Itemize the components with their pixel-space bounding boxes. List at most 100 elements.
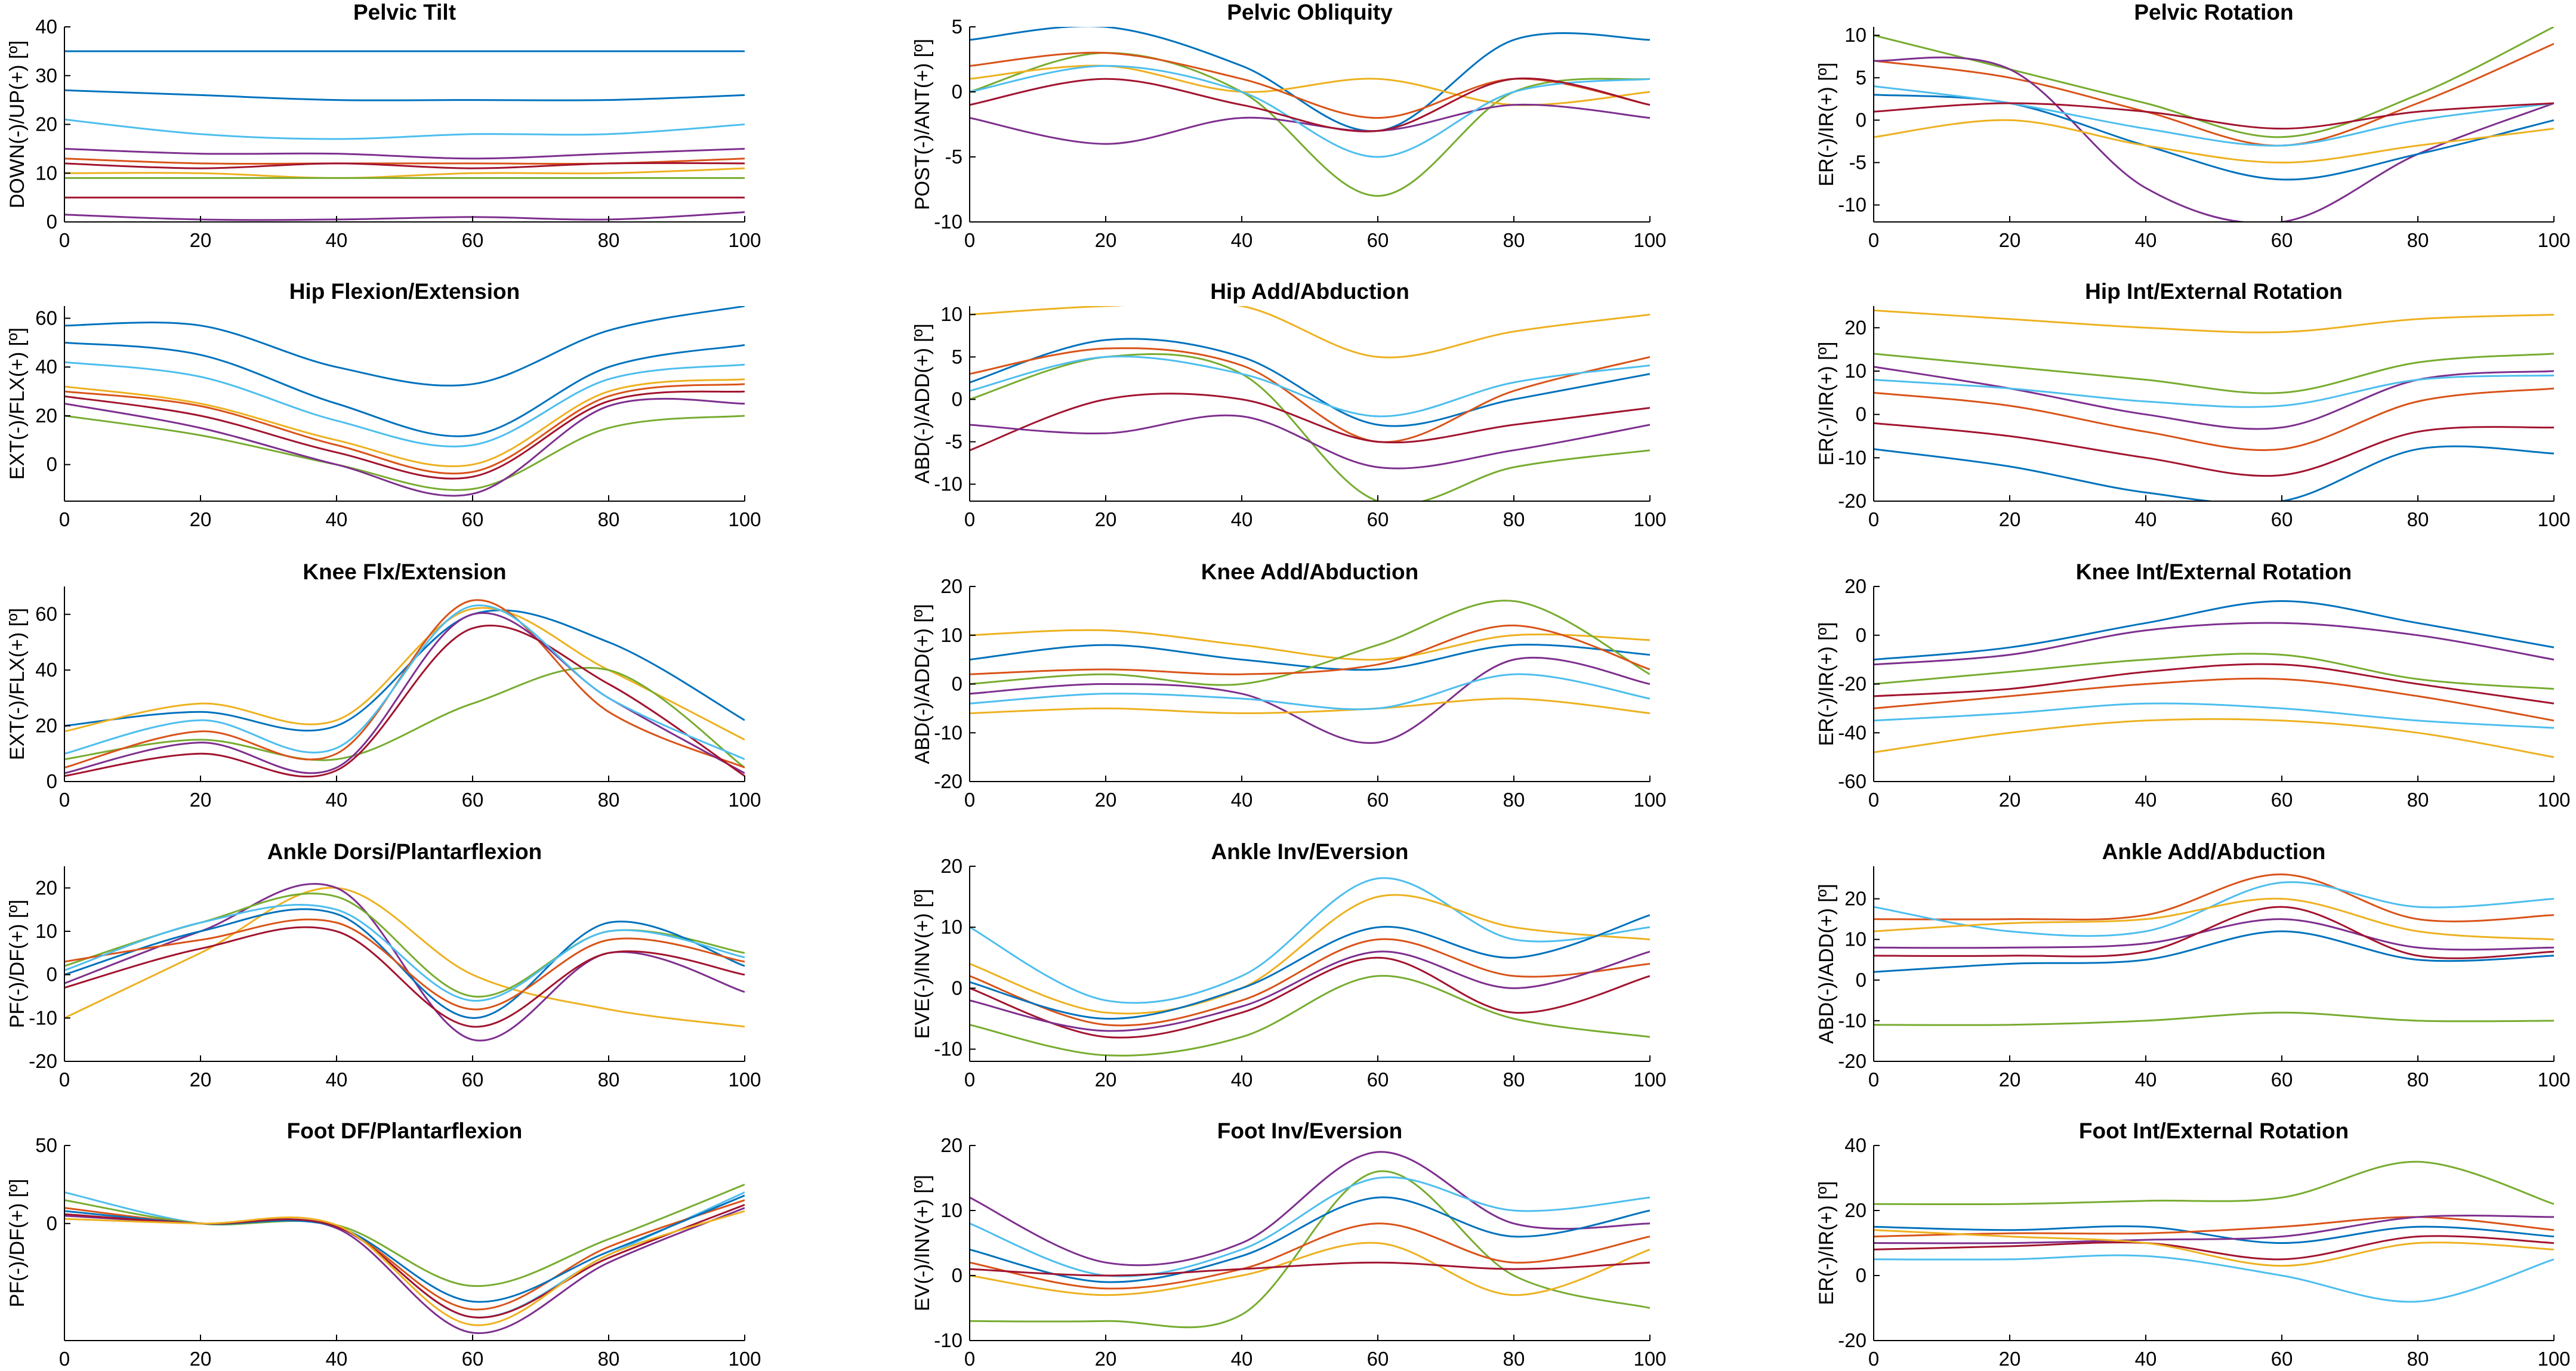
series-line-7 [64,167,745,179]
x-tick-label: 20 [1095,1069,1117,1091]
x-tick-label: 20 [1999,1348,2021,1370]
y-axis-label: ER(-)/IR(+) [º] [1815,342,1838,466]
x-tick-label: 80 [2407,508,2429,530]
y-tick-label: -40 [1838,721,1867,743]
series-line-2 [970,338,1650,427]
x-tick-label: 40 [2135,1348,2157,1370]
panel-hip-int-external-rotation: 0 20 40 60 80 100 -20 -10 0 10 20 Hip Int/External … [1815,279,2571,530]
series-line-1 [970,1151,1650,1267]
panel-title: Pelvic Obliquity [1227,0,1393,24]
x-tick-label: 40 [326,508,348,530]
series-line-7 [64,1210,745,1326]
x-tick-label: 20 [1999,789,2021,811]
y-tick-label: 10 [35,920,57,942]
series-line-5 [1874,85,2554,147]
series-line-4 [64,599,745,769]
x-tick-label: 0 [1868,789,1879,811]
series-line-5 [970,1222,1650,1290]
y-axis-label: PF(-)/DF(+) [º] [6,900,29,1028]
x-tick-label: 100 [2537,1348,2570,1370]
panel-hip-flexion-extension: 0 20 40 60 80 100 0 20 40 60 Hip Flexion/Extension… [6,279,761,530]
x-tick-label: 40 [1231,229,1253,251]
panel-title: Knee Flx/Extension [303,560,506,584]
x-tick-label: 0 [964,229,975,251]
y-tick-label: 10 [940,1199,962,1221]
series-line-2 [970,894,1650,1015]
y-tick-label: 0 [1856,109,1867,131]
x-tick-label: 40 [1231,1348,1253,1370]
series-line-7 [1874,906,2554,959]
y-axis-label: ABD(-)/ADD(+) [º] [911,604,934,764]
traces [970,600,1650,744]
x-tick-label: 0 [59,1069,70,1091]
series-line-5 [1874,677,2554,722]
x-tick-label: 100 [1633,1348,1666,1370]
series-line-3 [64,361,745,447]
x-tick-label: 20 [1999,229,2021,251]
series-line-6 [970,624,1650,675]
y-tick-label: 20 [35,113,57,135]
panel-foot-df-plantarflexion: 0 20 40 60 80 100 0 50 Foot DF/Plantarflexion PF(… [6,1119,761,1370]
panel-title: Foot Inv/Eversion [1217,1119,1402,1143]
y-tick-label: 5 [952,345,962,368]
y-tick-label: 0 [47,211,57,233]
series-line-1 [1874,1160,2554,1205]
series-line-4 [1874,702,2554,729]
y-tick-label: 10 [940,916,962,938]
series-line-5 [1874,1215,2554,1245]
x-tick-label: 100 [1633,1069,1666,1091]
series-line-5 [970,975,1650,1057]
series-line-7 [970,77,1650,132]
y-axis-label: EXT(-)/FLX(+) [º] [6,608,29,760]
traces [64,599,745,778]
panel-title: Ankle Inv/Eversion [1211,839,1408,864]
y-tick-label: 0 [952,977,962,999]
x-tick-label: 100 [2537,229,2570,251]
y-tick-label: 0 [1856,1264,1867,1286]
x-tick-label: 80 [598,508,620,530]
series-line-2 [64,607,745,741]
panel-knee-flx-extension: 0 20 40 60 80 100 0 20 40 60 Knee Flx/Extension EXT… [6,560,761,811]
traces [1874,27,2554,222]
y-tick-label: 0 [47,453,57,475]
series-line-6 [970,914,1650,1020]
series-line-7 [1874,422,2554,477]
series-line-7 [64,604,745,760]
x-tick-label: 0 [964,789,975,811]
y-tick-label: 20 [1844,575,1867,597]
x-tick-label: 20 [190,229,212,251]
y-tick-label: -20 [1838,673,1867,695]
series-line-5 [64,383,745,475]
y-tick-label: 0 [47,1212,57,1234]
x-tick-label: 80 [1503,789,1525,811]
series-line-3 [1874,1225,2554,1245]
series-line-7 [1874,102,2554,130]
series-line-3 [1874,366,2554,430]
panel-title: Hip Int/External Rotation [2085,279,2343,304]
x-tick-label: 60 [2271,508,2293,530]
series-line-7 [970,1261,1650,1277]
x-tick-label: 80 [598,229,620,251]
traces [64,50,745,221]
y-tick-label: 20 [1844,1199,1867,1221]
y-tick-label: 0 [1856,969,1867,991]
x-tick-label: 20 [190,789,212,811]
y-tick-label: -20 [934,770,962,792]
y-tick-label: 20 [1844,888,1867,910]
x-tick-label: 60 [1367,508,1389,530]
y-axis-label: ER(-)/IR(+) [º] [1815,1181,1838,1305]
y-tick-label: 0 [47,770,57,792]
x-tick-label: 100 [2537,508,2570,530]
traces [970,306,1650,501]
x-tick-label: 100 [728,1348,761,1370]
x-tick-label: 60 [1367,229,1389,251]
y-tick-label: -10 [1838,446,1867,468]
panel-ankle-dorsi-plantarflexion: 0 20 40 60 80 100 -20 -10 0 10 20 Ankle Dorsi/Plant… [6,839,761,1091]
panel-title: Pelvic Rotation [2134,0,2293,24]
series-line-7 [64,397,745,497]
series-line-4 [64,908,745,1019]
panel-pelvic-tilt: 0 20 40 60 80 100 0 10 20 30 40 Pelvic Tilt DOWN(-)/… [6,0,761,251]
x-tick-label: 80 [598,1069,620,1091]
